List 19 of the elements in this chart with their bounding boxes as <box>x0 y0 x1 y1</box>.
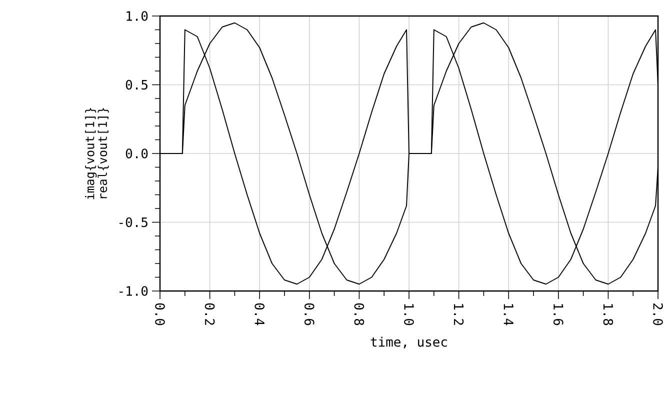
x-tick-label: 1.4 <box>504 304 514 326</box>
y-tick-label: -1.0 <box>120 286 148 296</box>
x-tick-label: 0.6 <box>304 303 314 326</box>
x-tick-label: 0.4 <box>254 303 264 326</box>
x-tick-label: 0.8 <box>354 303 364 326</box>
y-tick-label: 0.5 <box>126 80 148 90</box>
x-tick-label: 1.0 <box>404 304 414 326</box>
y-tick-label: 1.0 <box>126 11 148 21</box>
y-tick-label: 0.0 <box>126 148 148 158</box>
x-tick-label: 1.2 <box>454 304 464 325</box>
y-tick-label: -0.5 <box>120 217 148 228</box>
text: imag{vout[1]} <box>85 108 97 200</box>
text: real{vout[1]} <box>98 108 109 198</box>
x-tick-label: 2.0 <box>653 303 663 326</box>
x-tick-label: 1.6 <box>554 304 564 326</box>
x-tick-label: 0.2 <box>204 303 215 325</box>
x-tick-label: 0.0 <box>155 303 165 326</box>
x-axis-title: time, usec <box>370 336 447 348</box>
x-tick-label: 1.8 <box>603 304 614 326</box>
